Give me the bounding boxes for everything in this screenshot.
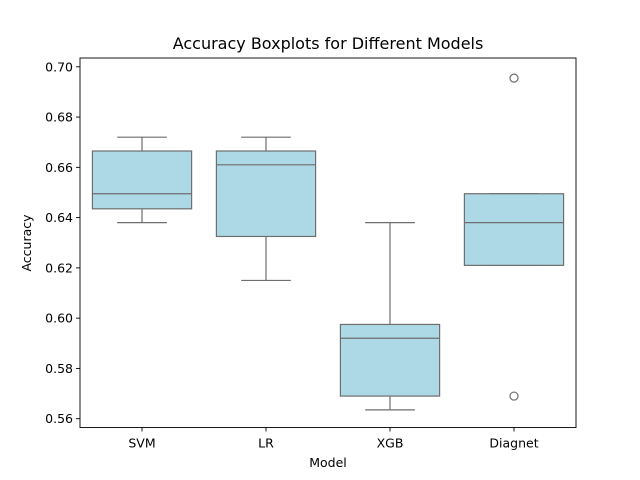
y-axis-label: Accuracy [19,214,34,272]
box [339,323,441,397]
box [463,193,565,266]
box [91,150,193,210]
y-tick-label: 0.64 [45,210,73,225]
box-group-svm [91,136,193,224]
chart-title: Accuracy Boxplots for Different Models [173,34,484,53]
x-tick-label: Diagnet [489,436,538,451]
y-tick-label: 0.58 [45,361,73,376]
x-axis-ticks: SVM LR XGB Diagnet [128,427,539,451]
x-tick-label: SVM [128,436,155,451]
box-group-lr [215,136,317,282]
outlier-point [509,391,519,401]
y-tick-label: 0.68 [45,110,73,125]
y-tick-label: 0.70 [45,59,73,74]
plot-area [91,73,565,411]
y-tick-label: 0.62 [45,260,73,275]
y-tick-label: 0.56 [45,411,73,426]
box-group-xgb [339,222,441,411]
box [215,150,317,238]
outlier-point [509,73,519,83]
x-tick-label: XGB [377,436,404,451]
y-tick-label: 0.60 [45,311,73,326]
x-tick-label: LR [258,436,274,451]
y-tick-label: 0.66 [45,160,73,175]
box-group-diagnet [463,73,565,401]
x-axis-label: Model [309,455,347,470]
y-axis-ticks: 0.56 0.58 0.60 0.62 0.64 0.66 0.68 0.70 [45,59,80,426]
axes-frame [79,57,577,428]
